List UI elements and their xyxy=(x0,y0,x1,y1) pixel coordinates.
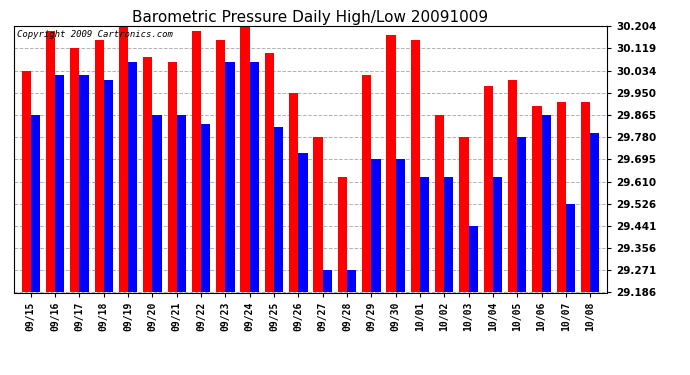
Bar xyxy=(144,57,152,292)
Bar xyxy=(518,137,526,292)
Bar xyxy=(152,115,161,292)
Bar xyxy=(55,75,64,292)
Bar xyxy=(444,177,453,292)
Bar xyxy=(274,127,284,292)
Bar xyxy=(46,31,55,292)
Bar xyxy=(557,102,566,292)
Bar xyxy=(70,48,79,292)
Bar xyxy=(508,80,518,292)
Bar xyxy=(128,62,137,292)
Bar xyxy=(201,124,210,292)
Bar xyxy=(31,115,40,292)
Bar xyxy=(581,102,590,292)
Bar xyxy=(265,53,274,292)
Bar xyxy=(313,137,323,292)
Bar xyxy=(337,177,347,292)
Bar xyxy=(484,86,493,292)
Bar xyxy=(168,62,177,292)
Bar xyxy=(469,226,477,292)
Bar xyxy=(21,71,31,292)
Bar xyxy=(590,133,600,292)
Bar xyxy=(566,204,575,292)
Bar xyxy=(542,115,551,292)
Bar xyxy=(289,93,298,292)
Bar xyxy=(226,62,235,292)
Bar xyxy=(362,75,371,292)
Bar xyxy=(250,62,259,292)
Bar xyxy=(435,115,444,292)
Bar xyxy=(395,159,405,292)
Title: Barometric Pressure Daily High/Low 20091009: Barometric Pressure Daily High/Low 20091… xyxy=(132,10,489,25)
Bar xyxy=(79,75,89,292)
Bar xyxy=(240,26,250,292)
Bar xyxy=(493,177,502,292)
Bar xyxy=(371,159,381,292)
Bar xyxy=(420,177,429,292)
Bar xyxy=(532,106,542,292)
Bar xyxy=(347,270,356,292)
Bar xyxy=(386,35,395,292)
Bar xyxy=(119,26,128,292)
Bar xyxy=(95,40,103,292)
Text: Copyright 2009 Cartronics.com: Copyright 2009 Cartronics.com xyxy=(17,30,172,39)
Bar xyxy=(411,40,420,292)
Bar xyxy=(216,40,226,292)
Bar xyxy=(177,115,186,292)
Bar xyxy=(104,80,113,292)
Bar xyxy=(460,137,469,292)
Bar xyxy=(323,270,332,292)
Bar xyxy=(298,153,308,292)
Bar xyxy=(192,31,201,292)
